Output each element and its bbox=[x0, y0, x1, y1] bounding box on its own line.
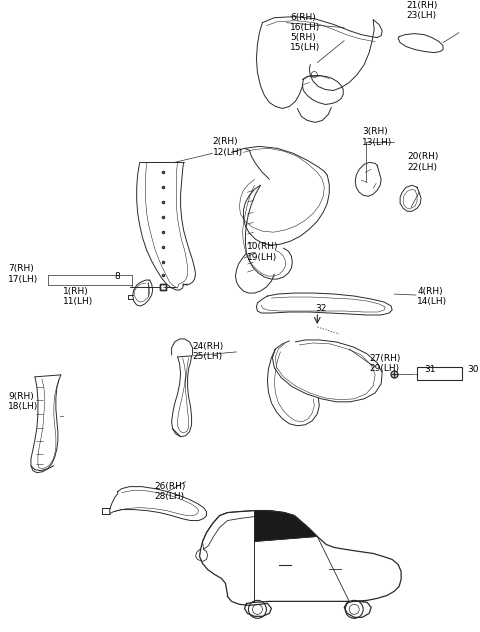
Text: 7(RH)
17(LH): 7(RH) 17(LH) bbox=[8, 264, 38, 284]
Text: 27(RH)
29(LH): 27(RH) 29(LH) bbox=[369, 354, 400, 374]
Text: 1(RH)
11(LH): 1(RH) 11(LH) bbox=[63, 287, 93, 307]
Text: 3(RH)
13(LH): 3(RH) 13(LH) bbox=[362, 128, 393, 147]
Text: 31: 31 bbox=[424, 365, 435, 374]
Text: 4(RH)
14(LH): 4(RH) 14(LH) bbox=[417, 287, 447, 307]
Text: 24(RH)
25(LH): 24(RH) 25(LH) bbox=[192, 342, 224, 362]
Text: 30: 30 bbox=[467, 365, 479, 374]
Text: 9(RH)
18(LH): 9(RH) 18(LH) bbox=[8, 392, 38, 411]
Text: 2(RH)
12(LH): 2(RH) 12(LH) bbox=[213, 137, 243, 157]
Text: 6(RH)
16(LH): 6(RH) 16(LH) bbox=[290, 13, 321, 32]
Text: 5(RH)
15(LH): 5(RH) 15(LH) bbox=[290, 33, 321, 52]
Polygon shape bbox=[254, 511, 317, 542]
Text: 8: 8 bbox=[115, 272, 120, 281]
Text: 10(RH)
19(LH): 10(RH) 19(LH) bbox=[248, 242, 279, 262]
Text: 26(RH)
28(LH): 26(RH) 28(LH) bbox=[155, 482, 186, 501]
Text: 20(RH)
22(LH): 20(RH) 22(LH) bbox=[407, 152, 438, 172]
FancyBboxPatch shape bbox=[417, 367, 462, 380]
Text: 21(RH)
23(LH): 21(RH) 23(LH) bbox=[406, 1, 437, 20]
Text: 32: 32 bbox=[315, 304, 327, 313]
